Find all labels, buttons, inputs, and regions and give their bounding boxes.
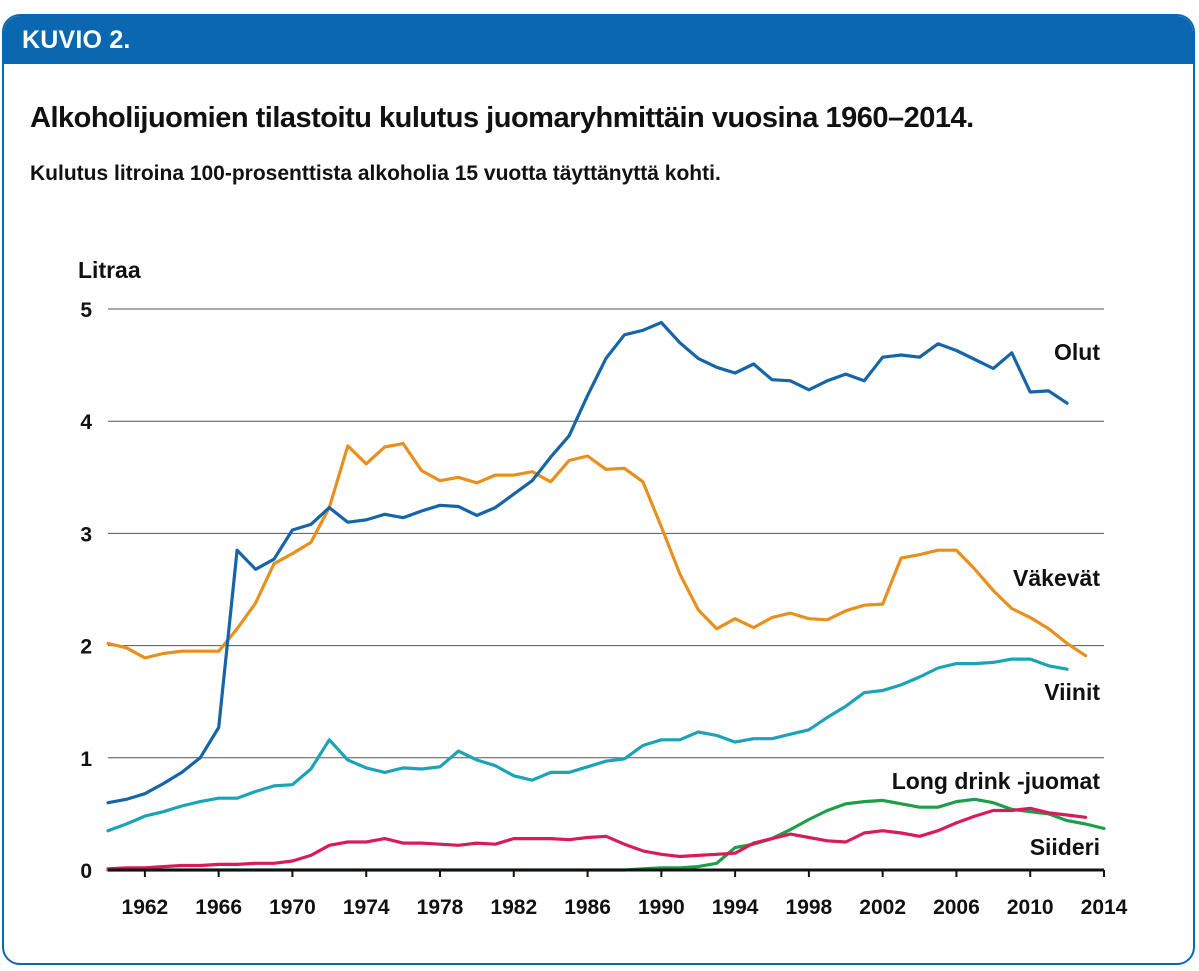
series-label-viinit: Viinit	[1044, 679, 1100, 705]
series-labels: Olut Väkevät Viinit Long drink -juomat Siide…	[892, 339, 1101, 860]
chart-subtitle: Kulutus litroina 100-prosenttista alkoho…	[30, 162, 721, 185]
series-label-v-kev-t: Väkevät	[1013, 565, 1100, 591]
x-tick-label: 1994	[712, 896, 759, 919]
series-line-viinit	[106, 657, 1069, 833]
figure-frame: KUVIO 2.	[2, 14, 1195, 965]
series-line-olut	[106, 320, 1069, 805]
series-label-olut: Olut	[1054, 339, 1100, 365]
series-line-long-drink-juomat	[106, 797, 1106, 872]
x-tick-label: 1982	[490, 896, 537, 919]
y-tick-label: 2	[80, 636, 92, 659]
y-tick-label: 1	[80, 748, 92, 771]
x-tick-label: 1962	[122, 896, 169, 919]
x-tick-label: 1966	[195, 896, 242, 919]
x-tick-label: 1974	[343, 896, 390, 919]
x-tick-label: 2006	[933, 896, 980, 919]
y-tick-label: 0	[80, 860, 92, 883]
x-tick-label: 2010	[1007, 896, 1054, 919]
series-label-long-drink-juomat: Long drink -juomat	[892, 768, 1101, 794]
y-tick-label: 4	[80, 411, 92, 434]
y-axis-label: Litraa	[78, 257, 141, 283]
y-tick-label: 3	[80, 523, 92, 546]
x-tick-label: 2014	[1081, 896, 1128, 919]
grid-lines	[108, 308, 1104, 759]
x-tick-label: 1978	[417, 896, 464, 919]
chart-title: Alkoholijuomien tilastoitu kulutus juoma…	[30, 102, 974, 134]
y-tick-label: 5	[80, 299, 92, 322]
figure-label: KUVIO 2.	[22, 26, 131, 54]
x-tick-label: 1986	[564, 896, 611, 919]
series-label-siideri: Siideri	[1030, 834, 1100, 860]
series-line-siideri	[106, 806, 1088, 871]
figure-header-bar: KUVIO 2.	[4, 16, 1193, 64]
axes: 0 1 2 3 4 5 1962 1966 1970 1974 1978 1982 1986 1990 19…	[80, 299, 1127, 919]
x-tick-label: 1998	[786, 896, 833, 919]
series-line-v-kev-t	[106, 442, 1088, 660]
x-tick-label: 1990	[638, 896, 685, 919]
x-tick-label: 1970	[269, 896, 316, 919]
x-tick-label: 2002	[859, 896, 906, 919]
